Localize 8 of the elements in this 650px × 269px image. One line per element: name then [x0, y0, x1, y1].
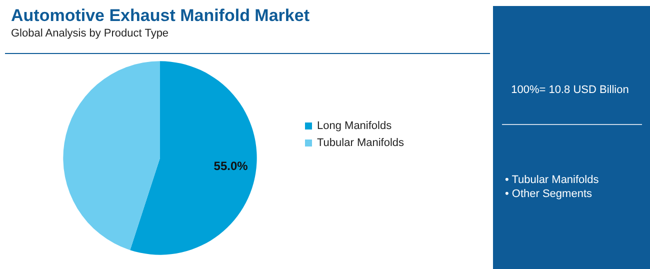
legend-label: Long Manifolds: [317, 120, 392, 132]
text: • Tubular Manifolds: [505, 174, 599, 186]
text: 100%= 10.8 USD Billion: [510, 84, 630, 96]
chart-title: Automotive Exhaust Manifold Market: [11, 6, 310, 25]
text: • Other Segments: [505, 188, 592, 200]
legend-label: Tubular Manifolds: [317, 137, 405, 149]
data-label: 55.0%: [214, 159, 248, 174]
chart-subtitle: Global Analysis by Product Type: [11, 28, 169, 40]
